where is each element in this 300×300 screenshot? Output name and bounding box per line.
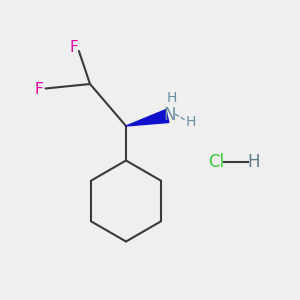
Text: H: H [247, 153, 260, 171]
Text: H: H [185, 115, 196, 128]
Text: N: N [163, 106, 176, 124]
Polygon shape [126, 110, 169, 126]
Text: Cl: Cl [208, 153, 224, 171]
Text: H: H [167, 91, 177, 104]
Text: F: F [69, 40, 78, 56]
Text: F: F [34, 82, 43, 98]
